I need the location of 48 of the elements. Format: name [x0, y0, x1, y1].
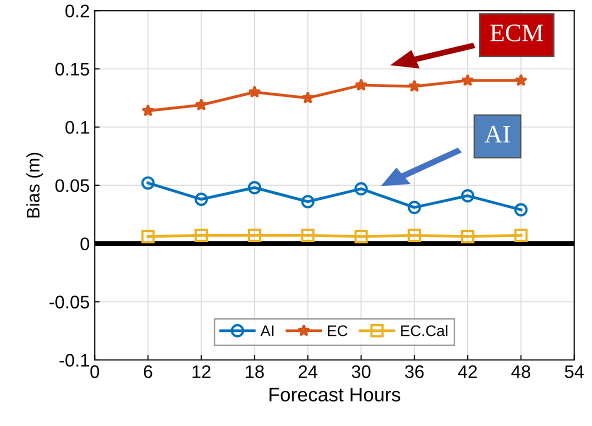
x-axis-title: Forecast Hours	[270, 388, 400, 402]
x-tick-label: 24	[298, 365, 318, 378]
legend-label: EC	[328, 325, 348, 336]
y-tick-label: 0.15	[55, 62, 90, 76]
annotation: ECM	[490, 24, 544, 42]
y-tick-label: 0.1	[65, 121, 89, 134]
point	[461, 230, 474, 244]
point	[408, 200, 422, 214]
point	[194, 192, 208, 206]
point	[461, 74, 474, 86]
x-tick-label: 30	[352, 365, 370, 378]
x-tick-label: 42	[458, 365, 477, 378]
annotation: AI	[484, 126, 510, 142]
x-tick-label: 36	[405, 365, 424, 378]
point	[514, 74, 528, 86]
point	[408, 80, 421, 92]
point	[354, 230, 368, 244]
point	[194, 228, 208, 242]
legend-label: EC.Cal	[401, 324, 448, 336]
y-tick-label: 0.05	[55, 179, 90, 192]
x-tick-label: 18	[246, 365, 264, 378]
legend-label: AI	[260, 326, 274, 336]
point	[248, 85, 261, 98]
x-tick-label: 12	[192, 365, 210, 378]
y-tick-label: -0.1	[60, 354, 89, 367]
point	[301, 194, 315, 208]
x-tick-label: 6	[144, 365, 152, 378]
y-tick-label: 0.2	[65, 4, 89, 18]
point	[514, 228, 528, 242]
point	[408, 228, 422, 242]
x-tick-label: 54	[564, 365, 584, 378]
point	[461, 189, 474, 202]
x-tick-label: 48	[511, 365, 530, 378]
x-tick-label: 0	[90, 365, 100, 378]
point	[141, 176, 155, 190]
point	[301, 228, 315, 242]
point	[142, 104, 154, 116]
y-tick-label: -0.05	[50, 296, 90, 308]
point	[354, 182, 368, 196]
point	[248, 228, 262, 242]
y-tick-label: 0	[80, 237, 90, 250]
point	[141, 230, 155, 244]
point	[194, 98, 208, 111]
point	[248, 180, 262, 194]
point	[301, 91, 314, 104]
point	[354, 78, 368, 91]
y-axis-title: Bias (m)	[26, 152, 44, 218]
point	[514, 203, 528, 216]
